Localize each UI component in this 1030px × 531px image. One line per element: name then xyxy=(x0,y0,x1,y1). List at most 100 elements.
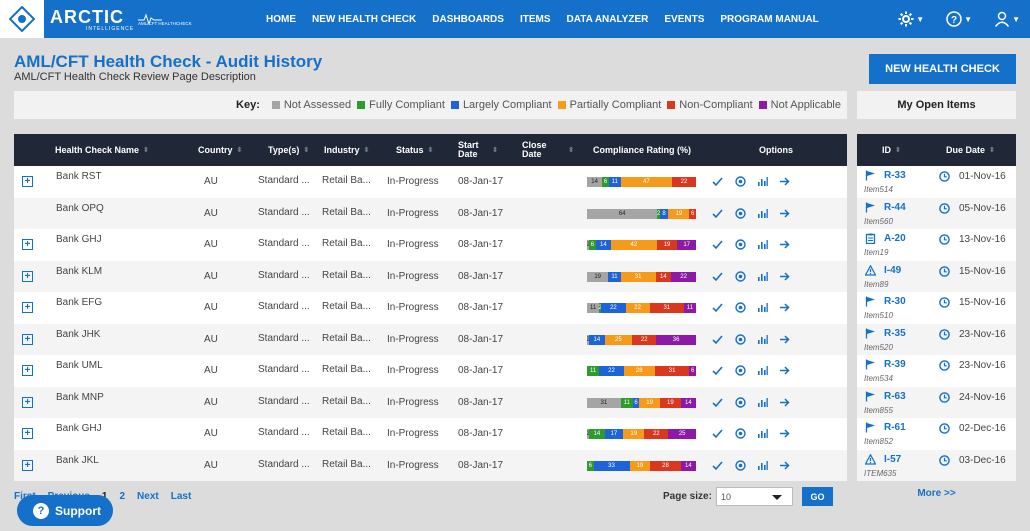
expand-row-button[interactable]: + xyxy=(22,396,33,408)
item-id-link[interactable]: A-20 xyxy=(865,233,906,244)
open-button[interactable] xyxy=(779,229,790,261)
item-id-link[interactable]: R-35 xyxy=(865,328,906,339)
view-button[interactable] xyxy=(735,292,746,324)
health-check-name[interactable]: Bank MNP xyxy=(56,391,104,403)
approve-button[interactable] xyxy=(712,292,723,324)
item-id-link[interactable]: I-49 xyxy=(865,264,901,276)
view-button[interactable] xyxy=(735,355,746,387)
item-id-link[interactable]: R-63 xyxy=(865,391,906,402)
approve-button[interactable] xyxy=(712,324,723,356)
view-button[interactable] xyxy=(735,261,746,293)
more-link[interactable]: More >> xyxy=(917,488,956,499)
table-row[interactable]: + Bank GHJ AU Standard ... Retail Ba... … xyxy=(14,229,847,261)
approve-button[interactable] xyxy=(712,387,723,419)
expand-row-button[interactable]: + xyxy=(22,270,33,282)
nav-events[interactable]: EVENTS xyxy=(664,13,705,25)
open-button[interactable] xyxy=(779,292,790,324)
header-industry[interactable]: Industry ⬍ xyxy=(324,134,369,166)
new-health-check-button[interactable]: NEW HEALTH CHECK xyxy=(869,54,1016,84)
approve-button[interactable] xyxy=(712,229,723,261)
item-id-link[interactable]: I-57 xyxy=(865,453,901,465)
view-button[interactable] xyxy=(735,450,746,482)
view-button[interactable] xyxy=(735,166,746,198)
open-button[interactable] xyxy=(779,450,790,482)
expand-row-button[interactable]: + xyxy=(22,365,33,377)
table-row[interactable]: + Bank JHK AU Standard ... Retail Ba... … xyxy=(14,323,847,356)
table-row[interactable]: + Bank GHJ AU Standard ... Retail Ba... … xyxy=(14,418,847,450)
table-row[interactable]: + Bank JKL AU Standard ... Retail Ba... … xyxy=(14,449,847,482)
open-item-row[interactable]: I-49 Item89 15-Nov-16 xyxy=(857,260,1016,292)
expand-row-button[interactable]: + xyxy=(22,333,33,345)
stats-button[interactable] xyxy=(757,261,768,293)
health-check-name[interactable]: Bank OPQ xyxy=(56,202,104,214)
health-check-name[interactable]: Bank UML xyxy=(56,360,103,372)
stats-button[interactable] xyxy=(757,450,768,482)
open-button[interactable] xyxy=(779,387,790,419)
view-button[interactable] xyxy=(735,229,746,261)
health-check-name[interactable]: Bank JKL xyxy=(56,454,99,466)
table-row[interactable]: + Bank EFG AU Standard ... Retail Ba... … xyxy=(14,292,847,324)
approve-button[interactable] xyxy=(712,166,723,198)
header-type[interactable]: Type(s) ⬍ xyxy=(268,134,309,166)
open-button[interactable] xyxy=(779,198,790,230)
approve-button[interactable] xyxy=(712,355,723,387)
expand-row-button[interactable]: + xyxy=(22,239,33,251)
open-item-row[interactable]: R-39 Item534 23-Nov-16 xyxy=(857,355,1016,387)
open-button[interactable] xyxy=(779,355,790,387)
expand-row-button[interactable]: + xyxy=(22,459,33,471)
expand-row-button[interactable]: + xyxy=(22,302,33,314)
open-item-row[interactable]: I-57 ITEM635 03-Dec-16 xyxy=(857,449,1016,481)
item-id-link[interactable]: R-30 xyxy=(865,296,906,307)
approve-button[interactable] xyxy=(712,418,723,450)
view-button[interactable] xyxy=(735,198,746,230)
stats-button[interactable] xyxy=(757,198,768,230)
view-button[interactable] xyxy=(735,418,746,450)
nav-home[interactable]: HOME xyxy=(266,13,296,25)
arctic-logo-icon[interactable] xyxy=(0,0,44,38)
health-check-name[interactable]: Bank JHK xyxy=(56,328,101,340)
item-id-link[interactable]: R-33 xyxy=(865,170,906,181)
header-status[interactable]: Status ⬍ xyxy=(396,134,433,166)
stats-button[interactable] xyxy=(757,355,768,387)
nav-new-health-check[interactable]: NEW HEALTH CHECK xyxy=(312,13,417,25)
header-start-date[interactable]: Start Date ⬍ xyxy=(458,134,498,166)
open-item-row[interactable]: A-20 Item19 13-Nov-16 xyxy=(857,229,1016,261)
support-button[interactable]: ? Support xyxy=(17,495,113,526)
stats-button[interactable] xyxy=(757,324,768,356)
open-item-row[interactable]: R-30 Item510 15-Nov-16 xyxy=(857,292,1016,324)
health-check-name[interactable]: Bank GHJ xyxy=(56,234,102,246)
header-close-date[interactable]: Close Date ⬍ xyxy=(522,134,574,166)
item-id-link[interactable]: R-39 xyxy=(865,359,906,370)
open-item-row[interactable]: R-61 Item852 02-Dec-16 xyxy=(857,418,1016,450)
open-button[interactable] xyxy=(779,261,790,293)
item-id-link[interactable]: R-61 xyxy=(865,422,906,433)
last-page-link[interactable]: Last xyxy=(170,490,192,502)
table-row[interactable]: + Bank MNP AU Standard ... Retail Ba... … xyxy=(14,386,847,419)
help-menu[interactable]: ? ▼ xyxy=(946,11,972,27)
table-row[interactable]: + Bank UML AU Standard ... Retail Ba... … xyxy=(14,355,847,387)
nav-dashboards[interactable]: DASHBOARDS xyxy=(432,13,504,25)
stats-button[interactable] xyxy=(757,229,768,261)
stats-button[interactable] xyxy=(757,166,768,198)
approve-button[interactable] xyxy=(712,450,723,482)
open-item-row[interactable]: R-44 Item560 05-Nov-16 xyxy=(857,197,1016,229)
health-check-name[interactable]: Bank RST xyxy=(56,171,102,183)
header-name[interactable]: Health Check Name ⬍ xyxy=(55,134,149,166)
header-id[interactable]: ID ⬍ xyxy=(882,134,901,166)
header-compliance[interactable]: Compliance Rating (%) xyxy=(593,134,691,166)
item-id-link[interactable]: R-44 xyxy=(865,202,906,213)
health-check-name[interactable]: Bank GHJ xyxy=(56,423,102,435)
next-page-link[interactable]: Next xyxy=(137,490,159,502)
stats-button[interactable] xyxy=(757,292,768,324)
header-country[interactable]: Country ⬍ xyxy=(198,134,242,166)
expand-row-button[interactable]: + xyxy=(22,428,33,440)
go-button[interactable]: GO xyxy=(802,487,833,506)
stats-button[interactable] xyxy=(757,418,768,450)
expand-row-button[interactable]: + xyxy=(22,176,33,188)
open-button[interactable] xyxy=(779,324,790,356)
table-row[interactable]: Bank OPQ AU Standard ... Retail Ba... In… xyxy=(14,197,847,230)
open-button[interactable] xyxy=(779,418,790,450)
nav-data-analyzer[interactable]: DATA ANALYZER xyxy=(566,13,649,25)
user-menu[interactable]: ▼ xyxy=(994,11,1020,27)
approve-button[interactable] xyxy=(712,198,723,230)
